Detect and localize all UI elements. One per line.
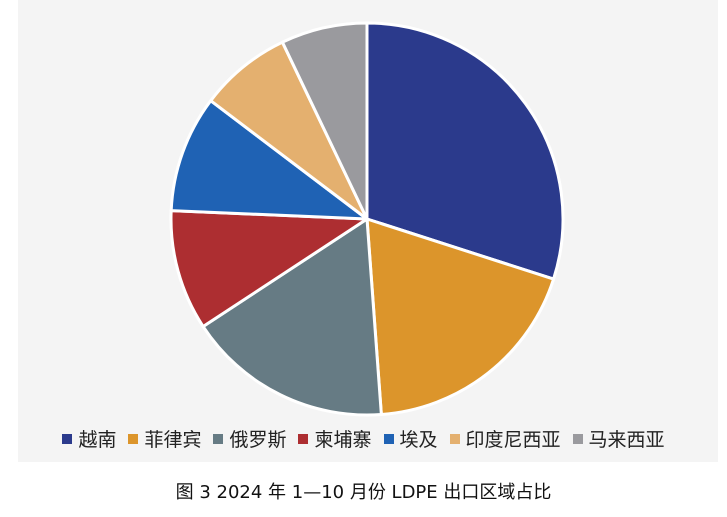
pie-slice-4 xyxy=(169,209,369,329)
legend-item: 马来西亚 xyxy=(572,425,665,452)
legend-swatch xyxy=(128,433,139,444)
pie-slice-6 xyxy=(209,40,369,221)
legend-item: 埃及 xyxy=(383,425,438,452)
legend: 越南 菲律宾 俄罗斯 柬埔寨 埃及 印度尼西亚 马来西亚 xyxy=(0,425,727,452)
pie-slice-2 xyxy=(365,217,556,416)
legend-item: 印度尼西亚 xyxy=(449,425,561,452)
legend-item: 菲律宾 xyxy=(128,425,201,452)
legend-swatch xyxy=(62,433,73,444)
pie-chart xyxy=(169,21,565,417)
legend-label: 越南 xyxy=(78,429,117,451)
legend-swatch xyxy=(449,433,460,444)
legend-item: 越南 xyxy=(62,425,116,452)
legend-label: 柬埔寨 xyxy=(314,429,372,451)
legend-swatch xyxy=(298,433,309,444)
chart-caption: 图 3 2024 年 1—10 月份 LDPE 出口区域占比 xyxy=(175,482,552,503)
pie-slice-1 xyxy=(365,21,565,281)
legend-label: 俄罗斯 xyxy=(229,429,287,451)
legend-swatch xyxy=(572,433,583,444)
legend-item: 柬埔寨 xyxy=(298,425,372,452)
legend-label: 菲律宾 xyxy=(144,429,202,451)
legend-label: 印度尼西亚 xyxy=(465,429,561,451)
pie-slice-5 xyxy=(169,99,369,221)
legend-swatch xyxy=(383,433,394,444)
pie-slice-7 xyxy=(280,21,369,221)
pie-slice-3 xyxy=(201,217,383,417)
legend-label: 马来西亚 xyxy=(588,429,665,451)
legend-item: 俄罗斯 xyxy=(213,425,286,452)
legend-label: 埃及 xyxy=(399,429,438,451)
legend-swatch xyxy=(213,433,224,444)
